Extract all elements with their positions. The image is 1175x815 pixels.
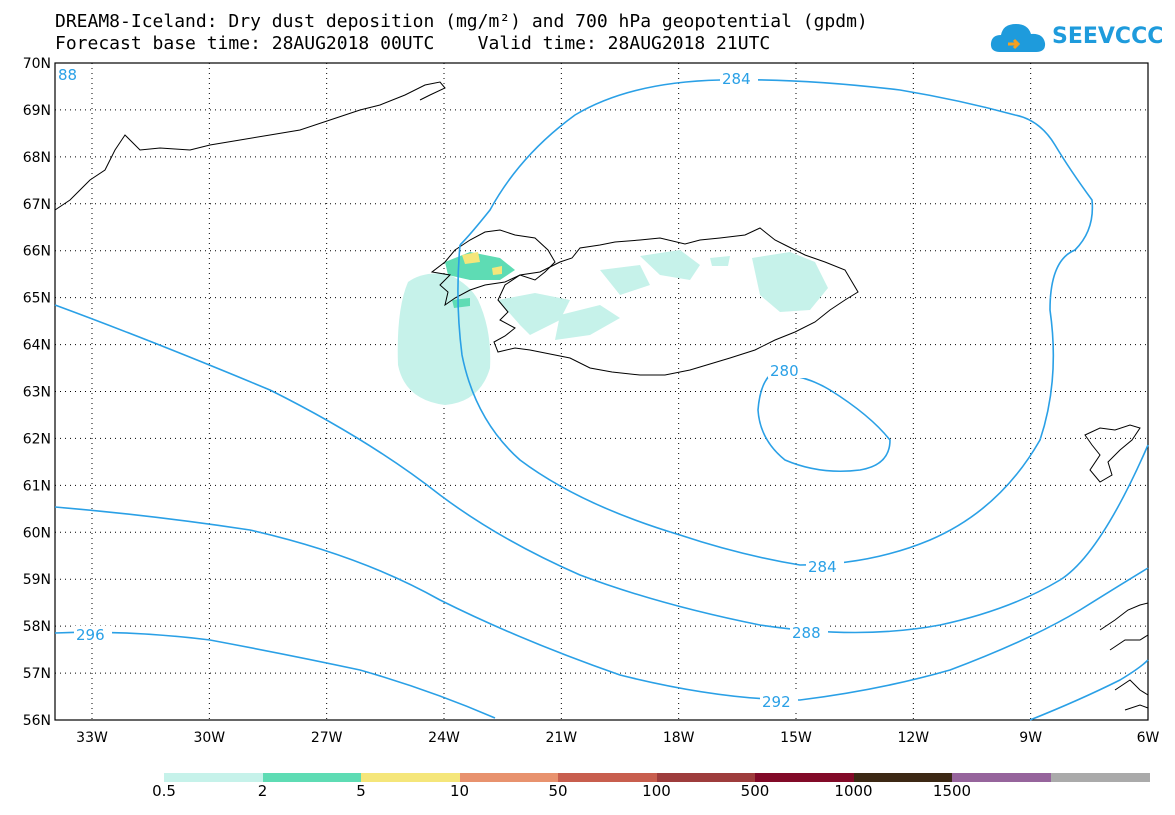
latitude-label: 67N	[23, 197, 51, 213]
colorbar-label: 0.5	[152, 782, 176, 800]
colorbar-label: 10	[449, 782, 470, 800]
latitude-label: 63N	[23, 385, 51, 401]
contour-labels: 284 280 284 288 292 296 88	[58, 66, 844, 711]
coastlines	[54, 81, 1149, 711]
colorbar-swatch	[262, 773, 362, 782]
dust-patch-north	[640, 250, 700, 280]
contour-284-south	[54, 304, 1149, 634]
longitude-label: 24W	[428, 730, 460, 746]
logo-text: SEEVCCC	[1052, 24, 1164, 49]
contour-280	[757, 373, 891, 473]
colorbar-swatch	[952, 773, 1051, 782]
contour-288-292	[54, 506, 1149, 701]
colorbar-swatch	[755, 773, 854, 782]
contour-label-284-south: 284	[808, 558, 837, 576]
geopotential-contours	[54, 78, 1149, 721]
contour-296	[54, 631, 496, 719]
longitude-labels: 33W 30W 27W 24W 21W 18W 15W 12W 9W 6W	[76, 730, 1159, 746]
longitude-label: 9W	[1019, 730, 1042, 746]
latitude-label: 62N	[23, 431, 51, 447]
graticule	[55, 63, 1148, 720]
longitude-label: 33W	[76, 730, 108, 746]
colorbar-swatch	[164, 773, 263, 782]
dust-patch-yellow-small	[492, 266, 502, 275]
contour-label-296: 296	[76, 626, 105, 644]
colorbar-swatch	[361, 773, 460, 782]
latitude-label: 66N	[23, 244, 51, 260]
cloud-icon	[990, 24, 1046, 52]
latitude-label: 65N	[23, 291, 51, 307]
longitude-label: 15W	[780, 730, 812, 746]
colorbar-label: 1000	[834, 782, 873, 800]
latitude-label: 70N	[23, 56, 51, 72]
contour-label-88: 88	[58, 66, 77, 84]
colorbar-label: 2	[257, 782, 268, 800]
colorbar-label: 100	[642, 782, 671, 800]
colorbar-label: 500	[740, 782, 770, 800]
latitude-label: 69N	[23, 103, 51, 119]
dust-patch-west-coast	[498, 293, 570, 335]
greenland-coast	[54, 81, 446, 211]
westfjords-coast	[430, 229, 556, 307]
dust-patch-yellow	[462, 252, 480, 264]
contour-label-292: 292	[762, 693, 791, 711]
longitude-label: 21W	[545, 730, 577, 746]
map-title-line1: DREAM8-Iceland: Dry dust deposition (mg/…	[55, 11, 868, 32]
dust-patch-small	[710, 256, 730, 266]
colorbar-label: 1500	[932, 782, 972, 800]
longitude-label: 30W	[193, 730, 225, 746]
contour-label-280: 280	[770, 362, 799, 380]
latitude-label: 57N	[23, 666, 51, 682]
seevccc-logo: SEEVCCC	[988, 18, 1163, 58]
dust-plume-west	[397, 273, 491, 405]
latitude-label: 58N	[23, 619, 51, 635]
scotland-coast	[1099, 602, 1149, 711]
contour-label-284-north: 284	[722, 70, 751, 88]
contour-284	[457, 78, 1094, 566]
colorbar-swatch	[459, 773, 559, 782]
dust-deposition-shading	[397, 250, 828, 405]
latitude-label: 64N	[23, 338, 51, 354]
colorbar-swatch	[853, 773, 953, 782]
latitude-label: 60N	[23, 525, 51, 541]
map-frame	[54, 62, 1149, 721]
latitude-labels: 70N 69N 68N 67N 66N 65N 64N 63N 62N 61N 60N 59N 58N 5…	[23, 56, 51, 729]
dust-patch-central	[600, 265, 650, 295]
longitude-label: 12W	[897, 730, 929, 746]
dust-patch-southwest	[555, 305, 620, 340]
latitude-label: 59N	[23, 572, 51, 588]
longitude-label: 6W	[1137, 730, 1160, 746]
dust-patch-green-small	[452, 298, 470, 308]
longitude-label: 27W	[311, 730, 343, 746]
latitude-label: 56N	[23, 713, 51, 729]
longitude-label: 18W	[663, 730, 695, 746]
latitude-label: 68N	[23, 150, 51, 166]
colorbar-label: 50	[548, 782, 568, 800]
iceland-coast	[493, 227, 859, 376]
map-title-line2: Forecast base time: 28AUG2018 00UTC Vali…	[55, 33, 771, 54]
dust-patch-northeast	[752, 252, 828, 312]
colorbar-label: 5	[356, 782, 366, 800]
latitude-label: 61N	[23, 478, 51, 494]
faroe-islands-coast	[1084, 424, 1141, 483]
contour-label-288: 288	[792, 624, 821, 642]
colorbar-swatch	[656, 773, 756, 782]
colorbar-swatch	[1050, 773, 1150, 782]
colorbar-swatch	[558, 773, 657, 782]
contour-292-se	[1029, 659, 1149, 721]
